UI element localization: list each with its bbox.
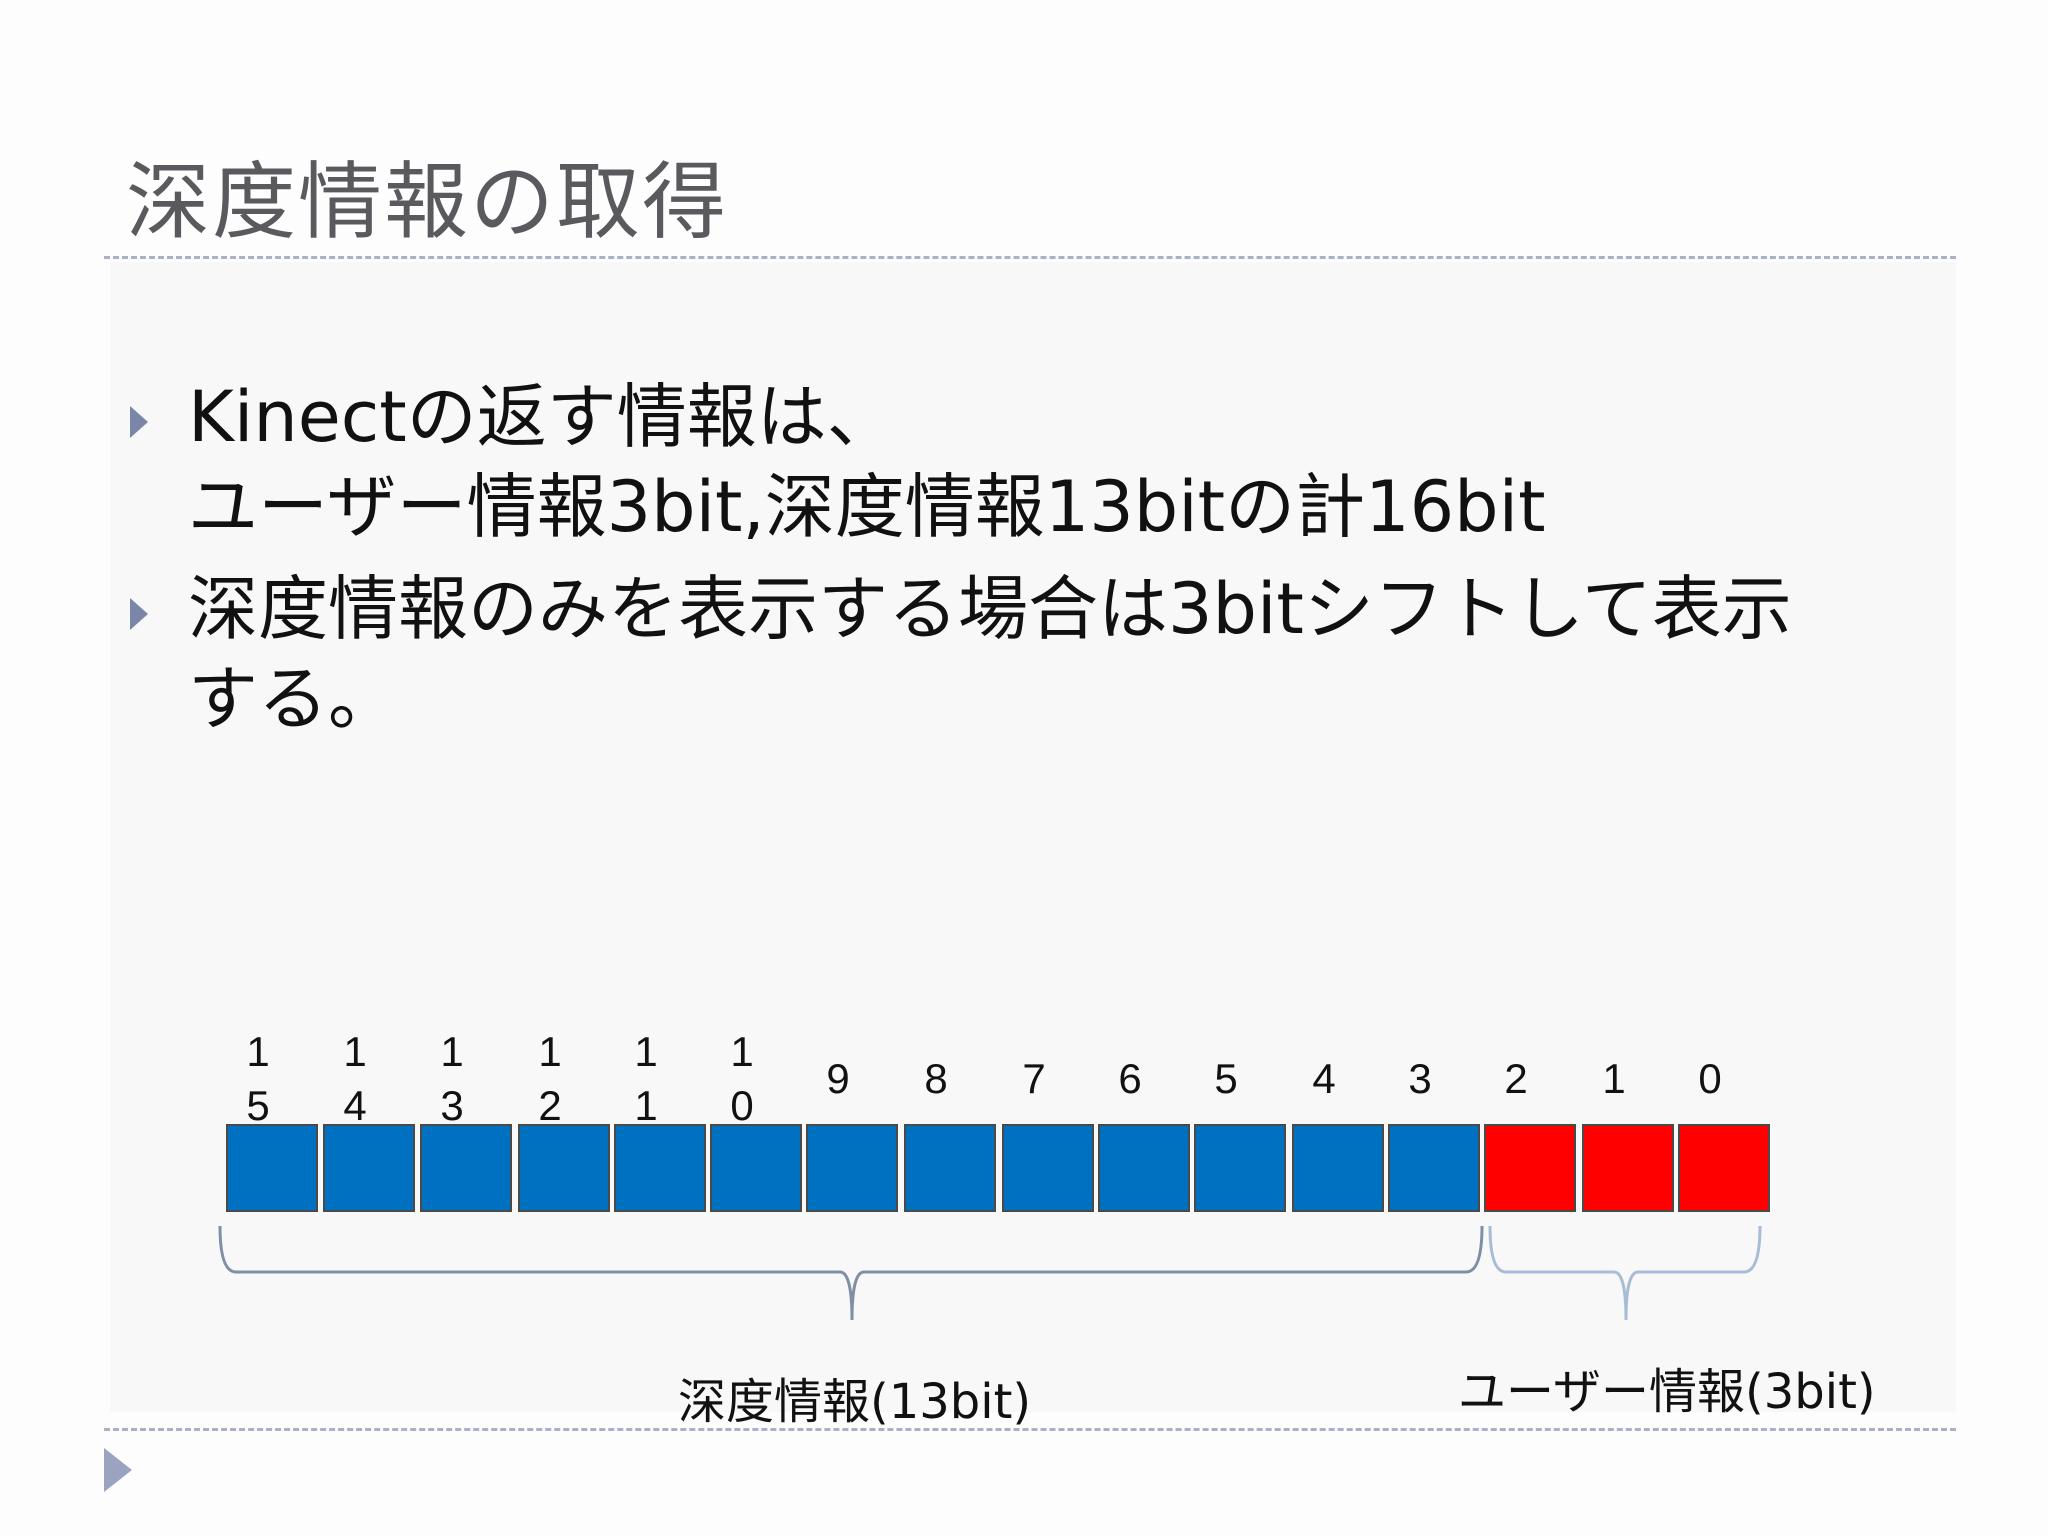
bit-cell — [1484, 1124, 1576, 1212]
depth-group-label: 深度情報(13bit) — [678, 1374, 1032, 1430]
bit-cell — [710, 1124, 802, 1212]
bit-label: 9 — [826, 1055, 850, 1102]
user-group-label: ユーザー情報(3bit) — [1458, 1364, 1876, 1420]
depth-brace — [218, 1225, 1484, 1321]
bullet-triangle-icon — [130, 406, 148, 438]
bit-label-top: 1 — [538, 1028, 562, 1075]
bit-cell — [1002, 1124, 1094, 1212]
bit-label: 3 — [1408, 1055, 1432, 1102]
footer-divider — [104, 1428, 1956, 1431]
bit-cell — [1582, 1124, 1674, 1212]
bit-label: 2 — [1504, 1055, 1528, 1102]
bit-label-bottom: 4 — [343, 1082, 367, 1129]
bullet-triangle-icon — [130, 598, 148, 630]
bit-label-top: 1 — [634, 1028, 658, 1075]
bullet-item: 深度情報のみを表示する場合は3bitシフトして表示 する。 — [130, 564, 1930, 744]
title-divider — [104, 256, 1956, 259]
bit-label-bottom: 3 — [440, 1082, 464, 1129]
bit-label: 7 — [1022, 1055, 1046, 1102]
bullet-text: 深度情報のみを表示する場合は3bitシフトして表示 する。 — [188, 568, 1792, 740]
bit-label: 0 — [1698, 1055, 1722, 1102]
bit-cell — [1292, 1124, 1384, 1212]
content-area — [110, 262, 1956, 1412]
user-brace — [1488, 1225, 1762, 1321]
bullet-list: Kinectの返す情報は、 ユーザー情報3bit,深度情報13bitの計16bi… — [130, 372, 1930, 756]
bit-label: 4 — [1312, 1055, 1336, 1102]
bit-label: 1 — [1602, 1055, 1626, 1102]
bit-cell — [1098, 1124, 1190, 1212]
bit-label-top: 1 — [440, 1028, 464, 1075]
play-triangle-icon — [104, 1448, 132, 1492]
bullet-item: Kinectの返す情報は、 ユーザー情報3bit,深度情報13bitの計16bi… — [130, 372, 1930, 552]
bit-cell — [226, 1124, 318, 1212]
bit-label: 6 — [1118, 1055, 1142, 1102]
bit-cell — [420, 1124, 512, 1212]
bit-cell — [806, 1124, 898, 1212]
bit-label-bottom: 2 — [538, 1082, 562, 1129]
bit-cell — [614, 1124, 706, 1212]
bit-label-top: 1 — [730, 1028, 754, 1075]
bit-label-top: 1 — [246, 1028, 270, 1075]
bit-cell — [1678, 1124, 1770, 1212]
bit-label: 8 — [924, 1055, 948, 1102]
bit-cell — [518, 1124, 610, 1212]
bit-label-bottom: 1 — [634, 1082, 658, 1129]
bit-cell — [323, 1124, 415, 1212]
slide-title: 深度情報の取得 — [126, 153, 729, 251]
bit-label-bottom: 0 — [730, 1082, 754, 1129]
bit-cell — [1388, 1124, 1480, 1212]
bullet-text: Kinectの返す情報は、 ユーザー情報3bit,深度情報13bitの計16bi… — [188, 376, 1546, 548]
bit-cell — [1194, 1124, 1286, 1212]
bit-label-top: 1 — [343, 1028, 367, 1075]
bit-cell — [904, 1124, 996, 1212]
bit-label: 5 — [1214, 1055, 1238, 1102]
bit-label-bottom: 5 — [246, 1082, 270, 1129]
